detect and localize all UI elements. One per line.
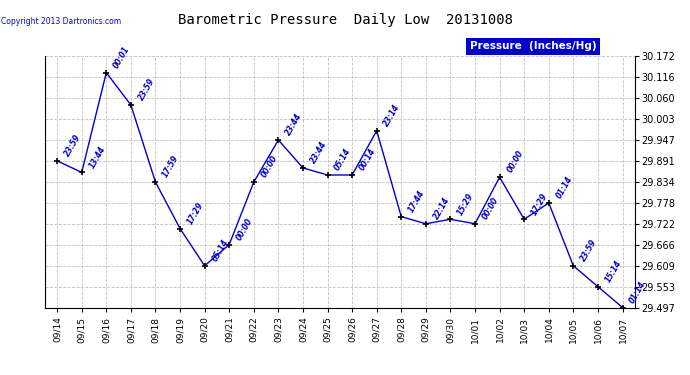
Text: 23:59: 23:59 — [137, 77, 156, 102]
Text: 15:29: 15:29 — [456, 191, 476, 216]
Text: 23:59: 23:59 — [63, 133, 83, 158]
Text: 05:14: 05:14 — [333, 147, 353, 172]
Text: 17:29: 17:29 — [530, 191, 549, 216]
Text: 17:29: 17:29 — [186, 201, 206, 226]
Text: 00:00: 00:00 — [505, 149, 525, 174]
Text: 23:44: 23:44 — [284, 112, 304, 137]
Text: 22:14: 22:14 — [431, 196, 451, 221]
Text: 00:01: 00:01 — [112, 45, 132, 70]
Text: 01:14: 01:14 — [628, 279, 648, 305]
Text: 00:00: 00:00 — [259, 154, 279, 179]
Text: 17:44: 17:44 — [407, 189, 426, 214]
Text: 15:14: 15:14 — [604, 259, 623, 284]
Text: Pressure  (Inches/Hg): Pressure (Inches/Hg) — [470, 41, 596, 51]
Text: 00:00: 00:00 — [235, 216, 255, 242]
Text: Barometric Pressure  Daily Low  20131008: Barometric Pressure Daily Low 20131008 — [177, 13, 513, 27]
Text: 05:14: 05:14 — [210, 238, 230, 263]
Text: 23:59: 23:59 — [579, 238, 599, 263]
Text: 23:14: 23:14 — [382, 103, 402, 128]
Text: Copyright 2013 Dartronics.com: Copyright 2013 Dartronics.com — [1, 17, 121, 26]
Text: 01:14: 01:14 — [554, 175, 574, 200]
Text: 13:44: 13:44 — [87, 144, 107, 170]
Text: 00:14: 00:14 — [357, 147, 377, 172]
Text: 17:59: 17:59 — [161, 154, 181, 179]
Text: 23:44: 23:44 — [308, 140, 328, 165]
Text: 00:00: 00:00 — [480, 196, 500, 221]
